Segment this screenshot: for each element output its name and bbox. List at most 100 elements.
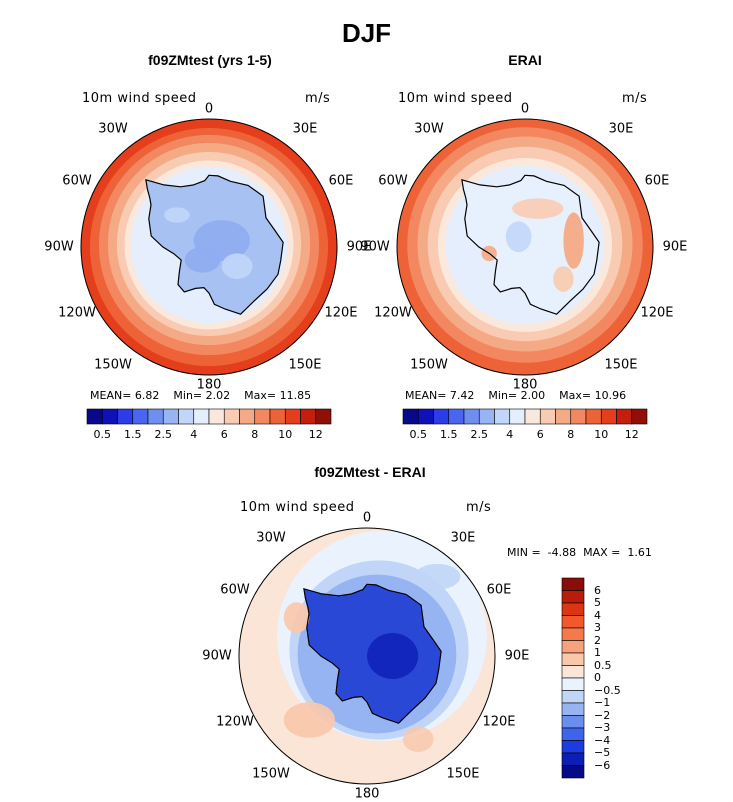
map-border-3 (238, 527, 496, 785)
contour-patch-3 (164, 207, 190, 223)
contour-patch-3 (367, 632, 419, 680)
lon-label-90e: 90E (346, 239, 372, 255)
colorbar3-swatch-2 (561, 602, 585, 616)
colorbar1-swatch-7 (193, 408, 210, 425)
colorbar2-swatch-5 (478, 408, 495, 425)
lon-label-30e: 30E (292, 121, 318, 137)
colorbar3-swatch-10 (561, 702, 585, 716)
lon-label-30w: 30W (414, 121, 444, 137)
panel1-variable-label: 10m wind speed (82, 91, 197, 106)
panel2-variable-label: 10m wind speed (398, 91, 513, 106)
panel2-title: ERAI (508, 52, 542, 68)
colorbar3-swatch-13 (561, 740, 585, 754)
colorbar-tick-label: 6 (536, 428, 544, 441)
lon-label-150e: 150E (446, 766, 480, 782)
colorbar-tick-label: −2 (594, 708, 611, 722)
colorbar-tick-label: −1 (594, 696, 611, 709)
map-border-1 (80, 118, 338, 376)
colorbar1-swatch-5 (162, 408, 179, 425)
lon-label-60w: 60W (62, 173, 92, 189)
colorbar-tick-label: 10 (594, 428, 609, 441)
colorbar1-swatch-11 (254, 408, 271, 425)
colorbar-tick-label: 1 (594, 646, 601, 659)
panel1-title: f09ZMtest (yrs 1-5) (148, 52, 272, 68)
colorbar-tick-label: 2.5 (154, 428, 173, 441)
colorbar2-swatch-7 (509, 408, 526, 425)
contour-patch-2 (283, 602, 310, 633)
colorbar2-swatch-2 (433, 408, 450, 425)
colorbar2-swatch-1 (417, 408, 434, 425)
min-value: 2.00 (520, 389, 546, 402)
colorbar1-swatch-0 (86, 408, 103, 425)
lon-label-150w: 150W (410, 357, 448, 373)
colorbar1-swatch-15 (315, 408, 332, 425)
colorbar-tick-label: 3 (594, 621, 601, 634)
coastline (145, 174, 284, 315)
lon-label-30e: 30E (450, 530, 476, 546)
lon-label-0: 0 (520, 101, 530, 117)
lon-label-90e: 90E (504, 648, 530, 664)
lon-label-120e: 120E (482, 714, 516, 730)
colorbar1-swatch-6 (178, 408, 195, 425)
lon-label-30w: 30W (98, 121, 128, 137)
colorbar1-swatch-8 (208, 408, 225, 425)
lon-label-60w: 60W (378, 173, 408, 189)
colorbar-tick-label: 0 (594, 671, 601, 684)
colorbar-tick-label: 12 (308, 428, 323, 441)
colorbar-tick-label: −0.5 (594, 683, 621, 697)
panel2-units-label: m/s (622, 91, 648, 106)
lon-label-180: 180 (354, 786, 380, 802)
lon-label-120w: 120W (58, 305, 96, 321)
colorbar2-swatch-15 (631, 408, 648, 425)
mean-label: MEAN= (405, 389, 450, 402)
page-title: DJF (341, 18, 392, 48)
lon-label-120w: 120W (374, 305, 412, 321)
colorbar-tick-label: 4 (190, 428, 198, 441)
contour-patch-1 (553, 266, 574, 292)
lon-label-60e: 60E (486, 582, 512, 598)
coastline (461, 174, 600, 315)
panel3-map (239, 528, 495, 784)
colorbar3-swatch-14 (561, 752, 585, 766)
contour-patch-0 (283, 702, 335, 738)
lon-label-30w: 30W (256, 530, 286, 546)
contour-patch-2 (221, 253, 253, 279)
colorbar3-swatch-8 (561, 677, 585, 691)
lon-label-90w: 90W (360, 239, 390, 255)
lon-label-120e: 120E (324, 305, 358, 321)
colorbar-tick-label: 8 (567, 428, 575, 441)
lon-label-30e: 30E (608, 121, 634, 137)
panel1-stats: MEAN= 6.82 Min= 2.02 Max= 11.85 (90, 389, 312, 402)
colorbar-tick-label: 6 (594, 583, 601, 597)
contour-patch-4 (414, 563, 461, 590)
lon-label-150e: 150E (288, 357, 322, 373)
colorbar2-swatch-11 (570, 408, 587, 425)
max-value: 1.61 (627, 546, 652, 559)
colorbar3-swatch-12 (561, 727, 585, 741)
colorbar-tick-label: 1.5 (440, 428, 458, 441)
colorbar2-swatch-8 (524, 408, 541, 425)
colorbar1-swatch-12 (269, 408, 286, 425)
colorbar3-swatch-5 (561, 640, 585, 654)
lon-label-60e: 60E (644, 173, 670, 189)
colorbar2-swatch-12 (585, 408, 602, 425)
lon-label-90w: 90W (202, 648, 232, 664)
lon-label-60w: 60W (220, 582, 250, 598)
colorbar3-swatch-15 (561, 765, 585, 779)
panel2-stats: MEAN= 7.42 Min= 2.00 Max= 10.96 (405, 389, 627, 402)
colorbar-tick-label: 12 (624, 428, 639, 441)
panel1-units-label: m/s (305, 91, 331, 106)
max-value: 10.96 (594, 389, 627, 402)
contour-patch-0 (563, 212, 584, 269)
lon-label-0: 0 (204, 101, 214, 117)
colorbar2-swatch-14 (616, 408, 633, 425)
colorbar-tick-label: 1.5 (124, 428, 142, 441)
lon-label-60e: 60E (328, 173, 354, 189)
contour-patch-2 (512, 198, 564, 219)
colorbar1-swatch-10 (239, 408, 256, 425)
min-value: -4.88 (547, 546, 577, 559)
colorbar-tick-label: −5 (594, 746, 611, 759)
colorbar3-swatch-7 (561, 665, 585, 679)
lon-label-120w: 120W (216, 714, 254, 730)
mean-label: MEAN= (90, 389, 135, 402)
